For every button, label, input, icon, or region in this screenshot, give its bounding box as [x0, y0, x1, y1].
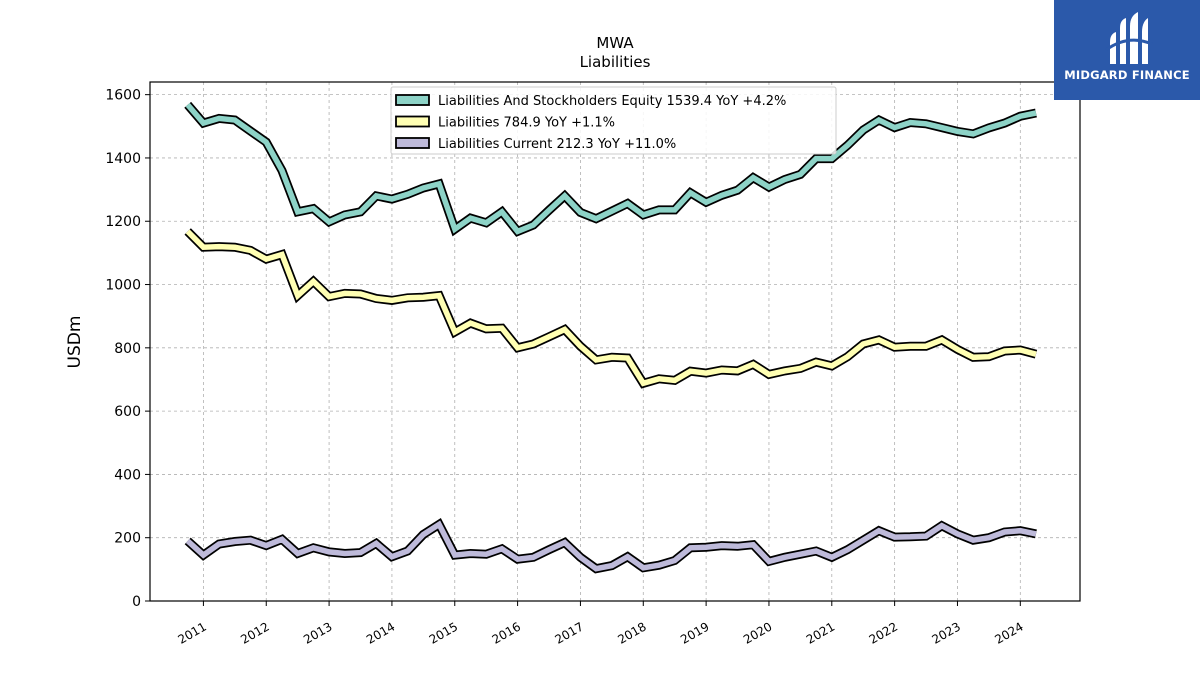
y-tick-label: 600 [114, 404, 141, 420]
legend-entry: Liabilities And Stockholders Equity 1539… [438, 94, 786, 109]
legend-entry: Liabilities Current 212.3 YoY +11.0% [438, 137, 676, 152]
x-tick-label: 2020 [741, 619, 774, 646]
logo-emblem-icon [1105, 12, 1153, 64]
x-tick-label: 2018 [615, 619, 648, 646]
x-tick-label: 2021 [804, 619, 837, 646]
legend-swatch [395, 137, 430, 149]
chart-title: MWA [596, 34, 634, 52]
x-tick-label: 2012 [238, 619, 271, 646]
series-line [184, 228, 1038, 389]
x-tick-label: 2022 [867, 619, 900, 646]
x-tick-label: 2017 [552, 619, 585, 646]
x-tick-label: 2013 [301, 619, 334, 646]
legend-entry: Liabilities 784.9 YoY +1.1% [438, 116, 615, 131]
y-tick-label: 1200 [105, 214, 141, 230]
x-tick-label: 2015 [427, 619, 460, 646]
y-axis-ticks: 0 200 400 600 800 1000 1200 1400 1600 [105, 88, 150, 610]
series-path [185, 520, 1037, 572]
y-tick-label: 1400 [105, 151, 141, 167]
midgard-finance-logo: MIDGARD FINANCE [1054, 0, 1200, 100]
x-tick-label: 2019 [678, 619, 711, 646]
y-tick-label: 1600 [105, 88, 141, 104]
legend-frame [390, 86, 837, 155]
plot-frame [149, 81, 1081, 602]
y-tick-label: 0 [132, 594, 141, 610]
series-path [185, 103, 1037, 235]
y-tick-label: 400 [114, 467, 141, 483]
chart-subtitle: Liabilities [580, 53, 651, 71]
legend-swatch [395, 115, 430, 128]
series-path [185, 229, 1037, 387]
y-axis-label: USDm [65, 316, 85, 369]
x-tick-label: 2014 [364, 619, 397, 646]
x-tick-label: 2023 [930, 619, 963, 646]
series-lines [184, 101, 1038, 574]
x-tick-label: 2016 [490, 619, 523, 646]
legend: Liabilities And Stockholders Equity 1539… [390, 86, 837, 155]
x-tick-label: 2011 [175, 619, 208, 646]
series-line [184, 517, 1037, 574]
series-outline [184, 228, 1038, 389]
legend-swatch [395, 94, 430, 106]
brand-name: MIDGARD FINANCE [1064, 68, 1190, 82]
x-axis-ticks: 2011 2012 2013 2014 2015 2016 2017 2018 2019 2020… [175, 601, 1026, 647]
y-tick-label: 1000 [105, 278, 141, 294]
y-tick-label: 800 [114, 341, 141, 357]
series-line [184, 101, 1037, 237]
y-tick-label: 200 [114, 531, 141, 547]
x-tick-label: 2024 [992, 619, 1025, 646]
